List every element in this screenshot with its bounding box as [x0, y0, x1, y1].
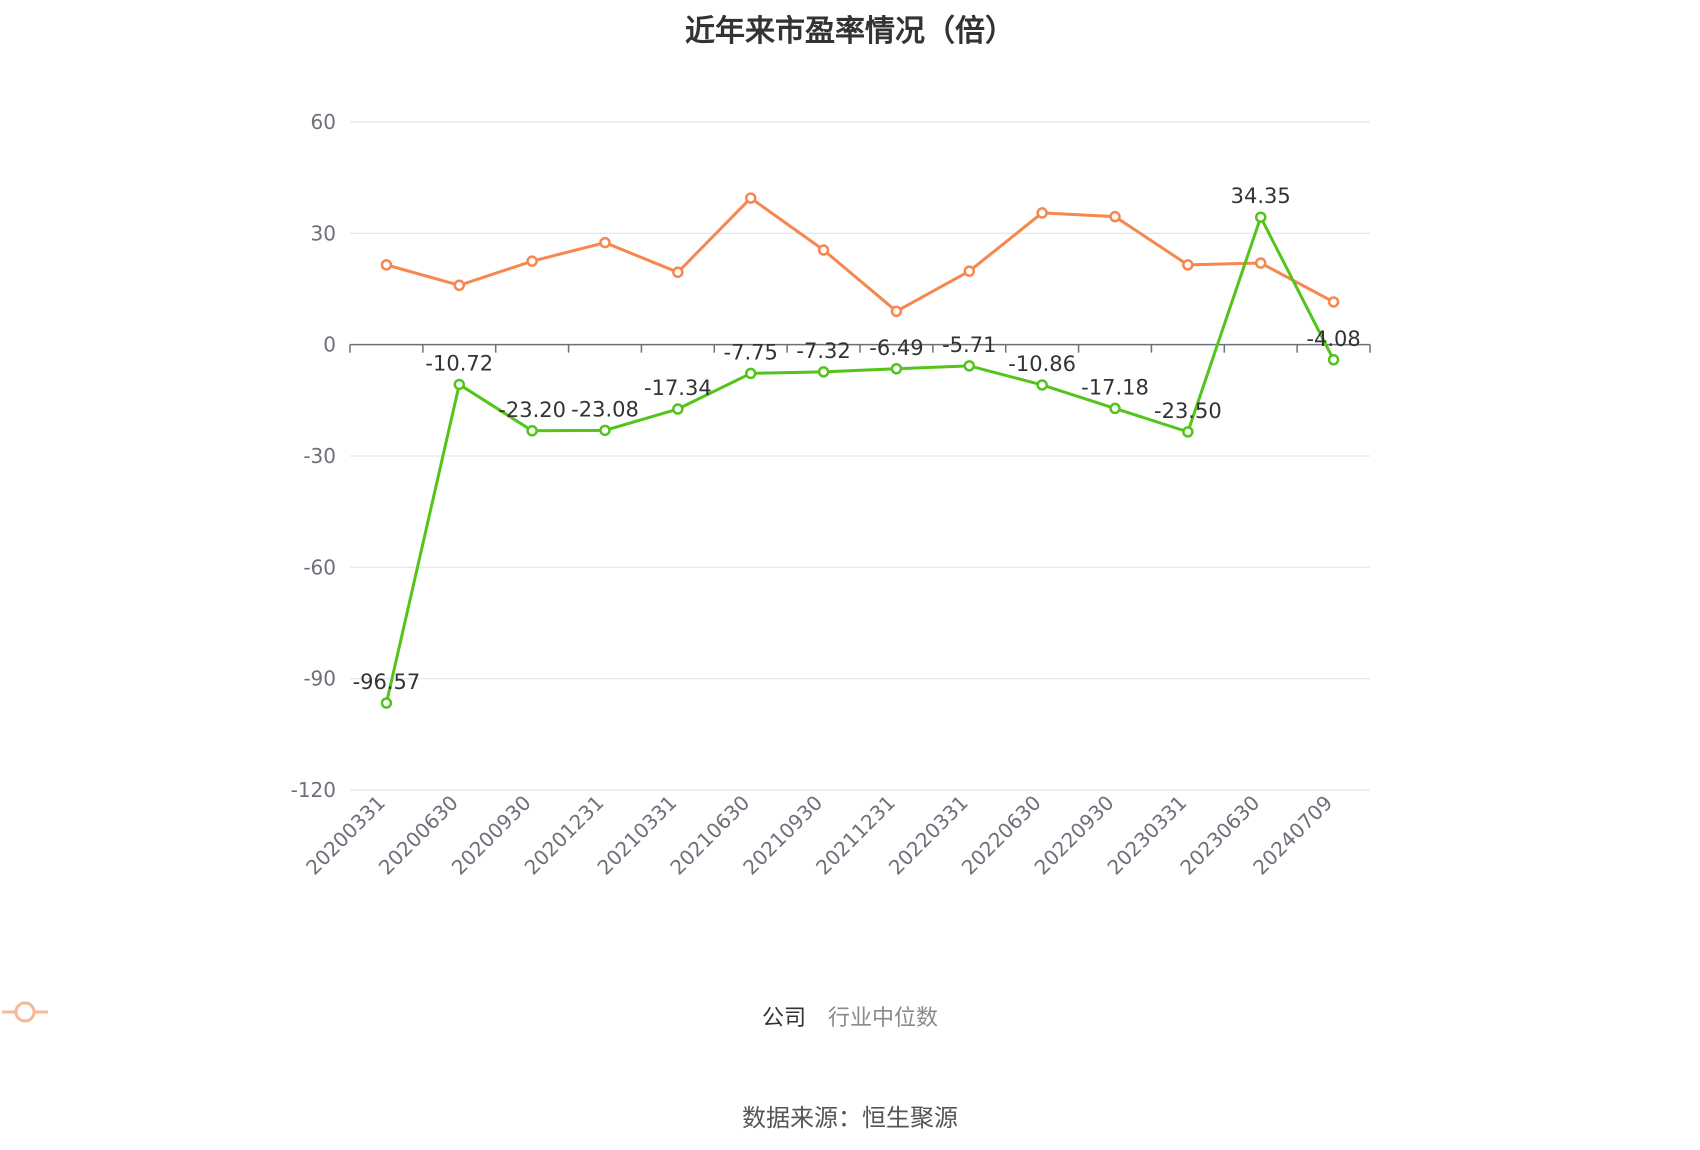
legend-industry-marker-icon — [2, 1001, 48, 1023]
company-point — [453, 378, 466, 391]
data-label: -4.08 — [1306, 327, 1360, 351]
legend-label-company: 公司 — [761, 1006, 806, 1031]
industry-point — [1109, 210, 1121, 223]
company-point — [672, 403, 684, 415]
data-label: -7.32 — [796, 339, 850, 363]
company-point — [1109, 402, 1121, 415]
legend-item-industry[interactable]: 行业中位数 — [2, 1000, 939, 1032]
y-tick-label: 60 — [311, 110, 336, 134]
company-point — [890, 363, 903, 375]
y-tick-label: -60 — [303, 555, 336, 579]
company-point — [526, 425, 538, 437]
y-tick-label: -90 — [303, 667, 336, 691]
data-label: -7.75 — [724, 340, 778, 364]
company-point — [599, 424, 611, 437]
industry-series-line — [386, 196, 1335, 313]
data-source: 数据来源：恒生聚源 — [742, 1104, 958, 1132]
legend-item-company[interactable]: 公司 — [2, 1000, 806, 1032]
chart-title: 近年来市盈率情况（倍） — [685, 14, 1015, 49]
industry-point — [1254, 257, 1267, 269]
industry-point — [1036, 207, 1048, 219]
industry-point — [672, 266, 684, 279]
company-point — [744, 367, 757, 380]
company-point — [963, 360, 976, 372]
industry-point — [1327, 296, 1340, 308]
data-label: -5.71 — [942, 333, 996, 357]
company-point — [1327, 354, 1340, 366]
data-label: -17.34 — [644, 376, 712, 400]
data-label: -23.08 — [571, 397, 639, 421]
data-label: 34.35 — [1231, 184, 1291, 208]
data-label: -17.18 — [1081, 375, 1149, 399]
data-label: -10.72 — [425, 351, 493, 375]
data-label: -96.57 — [353, 670, 421, 694]
y-tick-label: -120 — [291, 778, 336, 802]
industry-point — [1182, 259, 1194, 271]
y-tick-label: 0 — [323, 333, 336, 357]
x-tick-label: 20240709 — [1248, 791, 1337, 880]
industry-point — [890, 305, 903, 318]
company-point — [817, 366, 830, 378]
y-tick-label: 30 — [311, 221, 336, 245]
industry-point — [963, 265, 976, 277]
industry-point — [526, 255, 538, 267]
industry-point — [599, 236, 611, 249]
y-tick-label: -30 — [303, 444, 336, 468]
company-point — [1036, 379, 1048, 391]
company-point — [1254, 211, 1267, 223]
company-point — [380, 697, 393, 709]
industry-point — [380, 259, 393, 271]
company-point — [1182, 426, 1194, 438]
data-label: -10.86 — [1008, 352, 1076, 376]
industry-point — [453, 279, 466, 292]
data-label: -23.50 — [1154, 399, 1222, 423]
industry-point — [744, 192, 757, 204]
legend-label-industry: 行业中位数 — [828, 1006, 939, 1031]
data-label: -23.20 — [498, 398, 566, 422]
data-label: -6.49 — [869, 336, 923, 360]
legend: 公司 行业中位数 — [0, 1000, 1700, 1032]
company-series-line — [384, 215, 1335, 704]
industry-point — [817, 244, 830, 256]
